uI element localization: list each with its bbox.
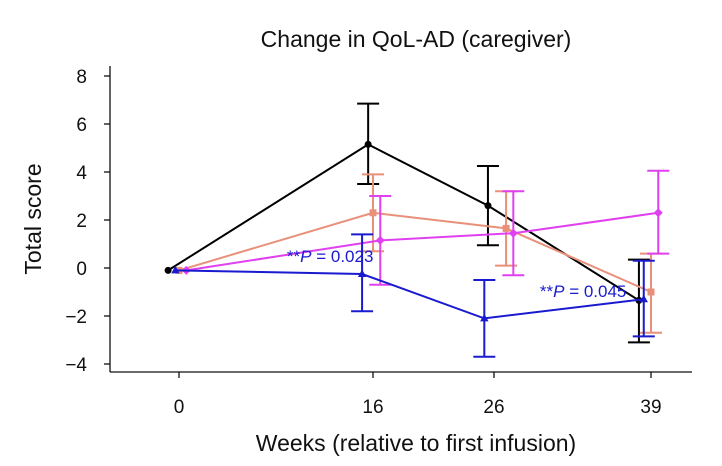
series-line	[186, 211, 659, 272]
data-point	[357, 269, 367, 277]
data-point	[171, 265, 180, 274]
axes	[109, 66, 692, 373]
data-point	[369, 209, 377, 217]
p-value-annotation: **P = 0.023	[287, 247, 374, 266]
annotations: **P = 0.023 **P = 0.045	[287, 247, 626, 301]
series-line	[178, 211, 652, 293]
chart-title: Change in QoL-AD (caregiver)	[261, 26, 572, 52]
y-tick-label: −2	[65, 307, 87, 328]
y-tick-label: 2	[76, 211, 87, 232]
y-ticks: 8 6 4 2 0 −2 −4	[65, 67, 110, 376]
y-tick-label: −4	[65, 355, 87, 376]
series-2	[175, 173, 662, 334]
data-point	[375, 235, 385, 245]
y-tick-label: 0	[76, 259, 87, 280]
y-tick-label: 8	[76, 67, 87, 88]
data-point	[502, 224, 510, 232]
y-axis-label: Total score	[20, 163, 46, 274]
x-axis-label: Weeks (relative to first infusion)	[256, 430, 576, 456]
x-ticks: 0 16 26 39	[174, 372, 662, 418]
data-point	[508, 228, 518, 238]
plot-area	[164, 102, 670, 358]
x-tick-label: 26	[483, 397, 504, 418]
series-line	[175, 269, 644, 320]
data-point	[480, 313, 489, 322]
data-point	[364, 140, 372, 148]
y-tick-label: 6	[76, 115, 87, 136]
series-3	[181, 169, 670, 286]
data-point	[164, 266, 172, 274]
x-tick-label: 0	[174, 397, 185, 418]
data-point	[647, 288, 655, 296]
series-4	[171, 233, 655, 358]
data-point	[653, 208, 663, 218]
series-line	[167, 143, 640, 302]
x-tick-label: 39	[640, 397, 661, 418]
x-tick-label: 16	[362, 397, 383, 418]
y-tick-label: 4	[76, 163, 87, 184]
data-point	[639, 294, 648, 303]
data-point	[484, 202, 492, 210]
p-value-annotation: **P = 0.045	[540, 282, 627, 301]
